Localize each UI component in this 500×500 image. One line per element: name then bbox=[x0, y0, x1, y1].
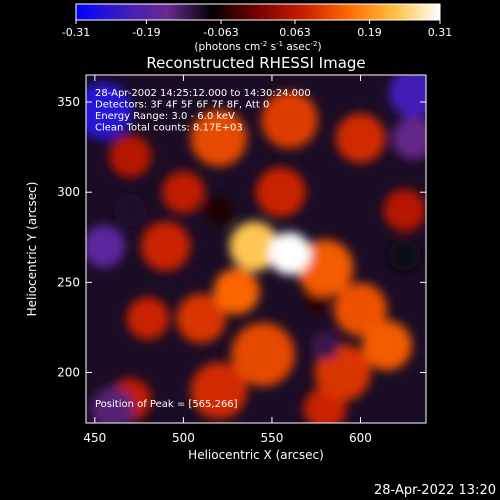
heatmap-blob bbox=[213, 268, 260, 315]
heatmap-blob bbox=[333, 282, 388, 336]
colorbar-units: (photons cm-2 s-1 asec-2) bbox=[194, 40, 321, 53]
heatmap-blob bbox=[176, 293, 226, 344]
annotation-line: 28-Apr-2002 14:25:12.000 to 14:30:24.000 bbox=[95, 88, 311, 99]
y-tick-label: 350 bbox=[57, 95, 80, 109]
heatmap-blob bbox=[310, 331, 340, 360]
x-tick-label: 550 bbox=[260, 431, 283, 445]
heatmap-blob bbox=[268, 232, 311, 275]
heatmap-blob bbox=[162, 170, 205, 214]
x-tick-label: 500 bbox=[172, 431, 195, 445]
heatmap bbox=[86, 75, 426, 423]
heatmap-blob bbox=[261, 91, 318, 149]
colorbar-tick-label: -0.19 bbox=[132, 26, 160, 39]
y-tick-label: 300 bbox=[57, 185, 80, 199]
peak-position-label: Position of Peak = [565,266] bbox=[95, 399, 238, 410]
heatmap-blob bbox=[388, 75, 426, 118]
y-tick-label: 200 bbox=[57, 366, 80, 380]
colorbar-tick-labels: -0.31 -0.19 -0.063 0.063 0.19 0.31 bbox=[62, 26, 452, 39]
heatmap-blob bbox=[86, 82, 133, 140]
colorbar-tick-label: 0.31 bbox=[428, 26, 453, 39]
plot-frame bbox=[85, 74, 427, 424]
heatmap-blob bbox=[231, 322, 295, 387]
heatmap-blob bbox=[388, 239, 421, 272]
image-annotations: 28-Apr-2002 14:25:12.000 to 14:30:24.000… bbox=[95, 88, 311, 134]
y-axis-label: Heliocentric Y (arcsec) bbox=[25, 182, 39, 317]
heatmap-blob bbox=[392, 116, 426, 160]
annotation-line: Clean Total counts: 8.17E+03 bbox=[95, 123, 243, 134]
colorbar-tick-label: -0.31 bbox=[62, 26, 90, 39]
x-axis-label: Heliocentric X (arcsec) bbox=[188, 448, 324, 462]
colorbar bbox=[75, 3, 441, 21]
heatmap-blob bbox=[335, 113, 386, 163]
heatmap-blob bbox=[296, 239, 354, 297]
chart-title: Reconstructed RHESSI Image bbox=[146, 54, 365, 72]
heatmap-blob bbox=[109, 134, 152, 178]
y-tick-label: 250 bbox=[57, 275, 80, 289]
footer-timestamp: 28-Apr-2022 13:20 bbox=[374, 483, 496, 498]
x-tick-label: 450 bbox=[83, 431, 106, 445]
heatmap-blob bbox=[86, 225, 125, 268]
x-axis: 450 500 550 600 bbox=[83, 75, 372, 445]
heatmap-blob bbox=[126, 297, 170, 340]
heatmap-cells bbox=[86, 75, 426, 423]
heatmap-blob bbox=[190, 109, 248, 167]
colorbar-tick-label: 0.19 bbox=[357, 26, 382, 39]
heatmap-blob bbox=[91, 387, 134, 423]
colorbar-ticks bbox=[75, 20, 441, 24]
heatmap-blob bbox=[383, 188, 426, 232]
heatmap-blob bbox=[229, 221, 280, 272]
heatmap-blob bbox=[190, 362, 248, 419]
annotation-line: Energy Range: 3.0 - 6.0 keV bbox=[95, 111, 235, 122]
heatmap-blob bbox=[362, 320, 412, 371]
x-tick-label: 600 bbox=[349, 431, 372, 445]
colorbar-tick-label: -0.063 bbox=[203, 26, 238, 39]
y-axis: 200 250 300 350 bbox=[57, 95, 426, 380]
colorbar-tick-label: 0.063 bbox=[279, 26, 311, 39]
heatmap-blob bbox=[204, 196, 233, 225]
heatmap-blob bbox=[140, 221, 191, 272]
heatmap-blob bbox=[255, 167, 306, 217]
heatmap-blob bbox=[114, 194, 147, 227]
annotation-line: Detectors: 3F 4F 5F 6F 7F 8F, Att 0 bbox=[95, 100, 269, 111]
